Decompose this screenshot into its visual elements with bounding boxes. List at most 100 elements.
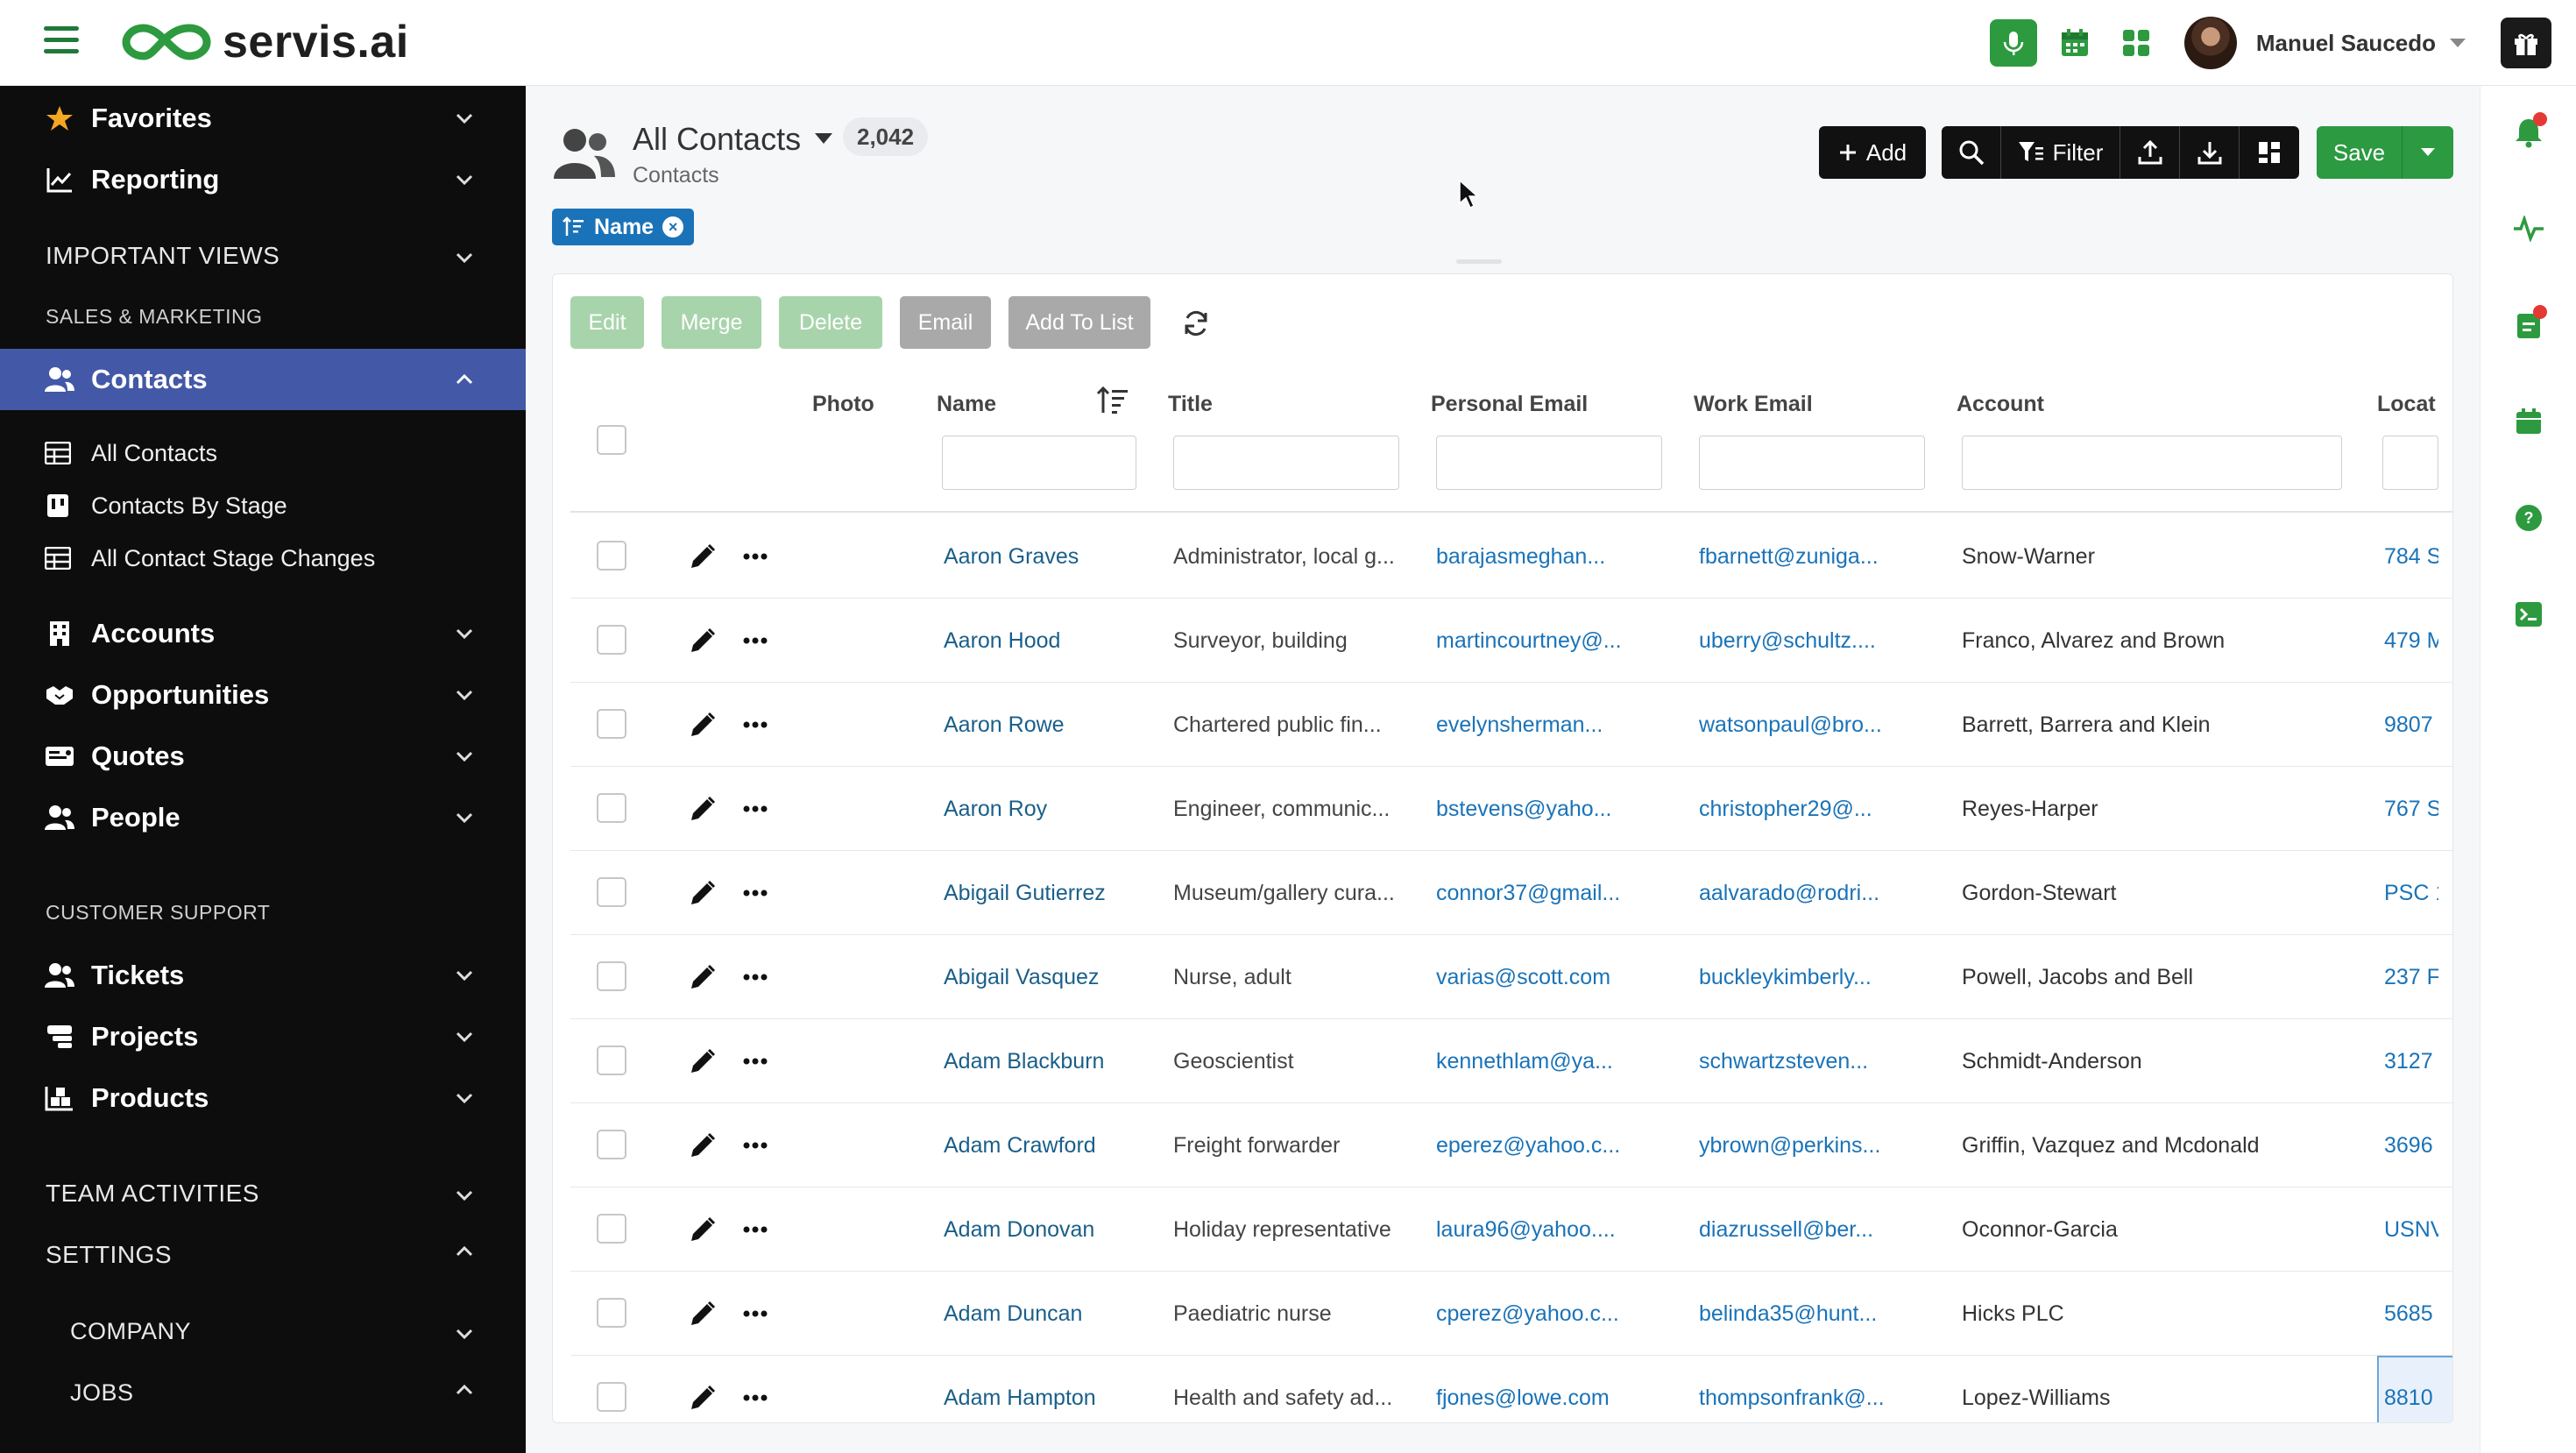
calendar-icon[interactable] bbox=[2051, 19, 2098, 67]
row-checkbox[interactable] bbox=[597, 877, 626, 907]
cell-account[interactable]: Gordon-Stewart bbox=[1962, 880, 2117, 905]
chevron-down-icon[interactable] bbox=[452, 1183, 477, 1208]
cell-name[interactable]: Aaron Rowe bbox=[944, 712, 1065, 737]
chevron-up-icon[interactable] bbox=[452, 1378, 477, 1402]
name-filter-input[interactable] bbox=[942, 436, 1136, 490]
cell-name[interactable]: Adam Donovan bbox=[944, 1216, 1095, 1242]
cell-personal-email[interactable]: bstevens@yaho... bbox=[1436, 796, 1612, 821]
cell-name[interactable]: Abigail Vasquez bbox=[944, 964, 1100, 989]
personal-email-filter-input[interactable] bbox=[1436, 436, 1662, 490]
row-checkbox[interactable] bbox=[597, 1130, 626, 1159]
add-button[interactable]: Add bbox=[1819, 126, 1926, 179]
chevron-down-icon[interactable] bbox=[452, 963, 477, 988]
user-menu-caret-icon[interactable] bbox=[2450, 39, 2466, 47]
section-settings[interactable]: SETTINGS bbox=[46, 1241, 173, 1268]
chevron-down-icon[interactable] bbox=[452, 167, 477, 192]
sidebar-item-contacts[interactable]: Contacts bbox=[0, 358, 526, 401]
cell-personal-email[interactable]: eperez@yahoo.c... bbox=[1436, 1132, 1621, 1158]
tasks-icon[interactable] bbox=[2510, 305, 2547, 344]
pencil-icon[interactable] bbox=[688, 1299, 718, 1329]
cell-location[interactable]: 767 S bbox=[2384, 796, 2438, 821]
sidebar-item-products[interactable]: Products bbox=[0, 1076, 526, 1120]
help-icon[interactable]: ? bbox=[2510, 500, 2547, 536]
cell-personal-email[interactable]: evelynsherman... bbox=[1436, 712, 1603, 737]
cell-personal-email[interactable]: cperez@yahoo.c... bbox=[1436, 1301, 1619, 1326]
column-header-location[interactable]: Locat bbox=[2377, 392, 2436, 416]
cell-location[interactable]: 3696 bbox=[2384, 1132, 2433, 1158]
cell-work-email[interactable]: ybrown@perkins... bbox=[1699, 1132, 1881, 1158]
table-row[interactable]: Aaron Roy Engineer, communic... bstevens@y… bbox=[570, 767, 2452, 851]
cell-work-email[interactable]: uberry@schultz.... bbox=[1699, 627, 1876, 653]
cell-location[interactable]: 784 S bbox=[2384, 543, 2438, 569]
cell-name[interactable]: Adam Blackburn bbox=[944, 1048, 1105, 1074]
table-row[interactable]: Adam Hampton Health and safety ad... fjone… bbox=[570, 1356, 2452, 1422]
cell-location[interactable]: USNV bbox=[2384, 1216, 2438, 1242]
location-filter-input[interactable] bbox=[2382, 436, 2438, 490]
table-row[interactable]: Aaron Graves Administrator, local g... bar… bbox=[570, 514, 2452, 599]
cell-name[interactable]: Aaron Hood bbox=[944, 627, 1061, 653]
table-row[interactable]: Adam Duncan Paediatric nurse cperez@yahoo.… bbox=[570, 1272, 2452, 1356]
table-row[interactable]: Adam Donovan Holiday representative laura9… bbox=[570, 1187, 2452, 1272]
chevron-down-icon[interactable] bbox=[452, 744, 477, 769]
sidebar-item-opportunities[interactable]: Opportunities bbox=[0, 673, 526, 717]
row-checkbox[interactable] bbox=[597, 1298, 626, 1328]
menu-icon[interactable] bbox=[44, 26, 79, 58]
view-title[interactable]: All Contacts bbox=[633, 121, 802, 157]
search-button[interactable] bbox=[1942, 126, 2001, 179]
more-options-icon[interactable] bbox=[740, 878, 770, 908]
merge-button[interactable]: Merge bbox=[662, 296, 761, 349]
sidebar-item-quotes[interactable]: Quotes bbox=[0, 734, 526, 778]
cell-work-email[interactable]: fbarnett@zuniga... bbox=[1699, 543, 1879, 569]
pencil-icon[interactable] bbox=[688, 542, 718, 571]
pencil-icon[interactable] bbox=[688, 878, 718, 908]
microphone-icon[interactable] bbox=[1989, 19, 2037, 67]
cell-personal-email[interactable]: laura96@yahoo.... bbox=[1436, 1216, 1616, 1242]
sidebar-item-projects[interactable]: Projects bbox=[0, 1015, 526, 1059]
more-options-icon[interactable] bbox=[740, 710, 770, 740]
table-row[interactable]: Adam Blackburn Geoscientist kennethlam@ya.… bbox=[570, 1019, 2452, 1103]
more-options-icon[interactable] bbox=[740, 1131, 770, 1160]
table-row[interactable]: Aaron Hood Surveyor, building martincourtn… bbox=[570, 599, 2452, 683]
cell-personal-email[interactable]: martincourtney@... bbox=[1436, 627, 1622, 653]
cell-account[interactable]: Snow-Warner bbox=[1962, 543, 2095, 569]
cell-account[interactable]: Lopez-Williams bbox=[1962, 1385, 2111, 1410]
row-checkbox[interactable] bbox=[597, 1045, 626, 1075]
avatar[interactable] bbox=[2183, 17, 2237, 69]
chevron-up-icon[interactable] bbox=[452, 367, 477, 392]
cell-work-email[interactable]: thompsonfrank@... bbox=[1699, 1385, 1885, 1410]
cell-account[interactable]: Griffin, Vazquez and Mcdonald bbox=[1962, 1132, 2260, 1158]
cell-location[interactable]: 5685 bbox=[2384, 1301, 2433, 1326]
activity-icon[interactable] bbox=[2510, 210, 2547, 247]
cell-account[interactable]: Reyes-Harper bbox=[1962, 796, 2098, 821]
layout-button[interactable] bbox=[2240, 126, 2299, 179]
pencil-icon[interactable] bbox=[688, 1131, 718, 1160]
column-header-personal-email[interactable]: Personal Email bbox=[1431, 392, 1589, 416]
cell-account[interactable]: Hicks PLC bbox=[1962, 1301, 2064, 1326]
more-options-icon[interactable] bbox=[740, 1299, 770, 1329]
table-row[interactable]: Adam Crawford Freight forwarder eperez@yah… bbox=[570, 1103, 2452, 1187]
more-options-icon[interactable] bbox=[740, 1046, 770, 1076]
apps-grid-icon[interactable] bbox=[2112, 19, 2160, 67]
row-checkbox[interactable] bbox=[597, 1214, 626, 1244]
cell-location[interactable]: 479 M bbox=[2384, 627, 2438, 653]
cell-name[interactable]: Adam Hampton bbox=[944, 1385, 1096, 1410]
row-checkbox[interactable] bbox=[597, 625, 626, 655]
more-options-icon[interactable] bbox=[740, 542, 770, 571]
sidebar-subitem-all-contacts[interactable]: All Contacts bbox=[0, 431, 526, 475]
row-checkbox[interactable] bbox=[597, 541, 626, 571]
table-row[interactable]: Abigail Gutierrez Museum/gallery cura... c… bbox=[570, 851, 2452, 935]
cell-location[interactable]: 9807 bbox=[2384, 712, 2433, 737]
section-jobs[interactable]: JOBS bbox=[70, 1379, 134, 1406]
upload-button[interactable] bbox=[2120, 126, 2180, 179]
cell-location[interactable]: 8810 bbox=[2384, 1385, 2433, 1410]
chevron-down-icon[interactable] bbox=[452, 1322, 477, 1346]
column-header-work-email[interactable]: Work Email bbox=[1694, 392, 1813, 416]
cell-location[interactable]: 3127 bbox=[2384, 1048, 2433, 1074]
row-checkbox[interactable] bbox=[597, 793, 626, 823]
sidebar-item-reporting[interactable]: Reporting bbox=[0, 158, 526, 202]
sort-chip-name[interactable]: Name × bbox=[552, 209, 695, 245]
sidebar-item-favorites[interactable]: Favorites bbox=[0, 96, 526, 140]
cell-name[interactable]: Adam Crawford bbox=[944, 1132, 1096, 1158]
refresh-icon[interactable] bbox=[1182, 309, 1210, 337]
cell-account[interactable]: Oconnor-Garcia bbox=[1962, 1216, 2118, 1242]
